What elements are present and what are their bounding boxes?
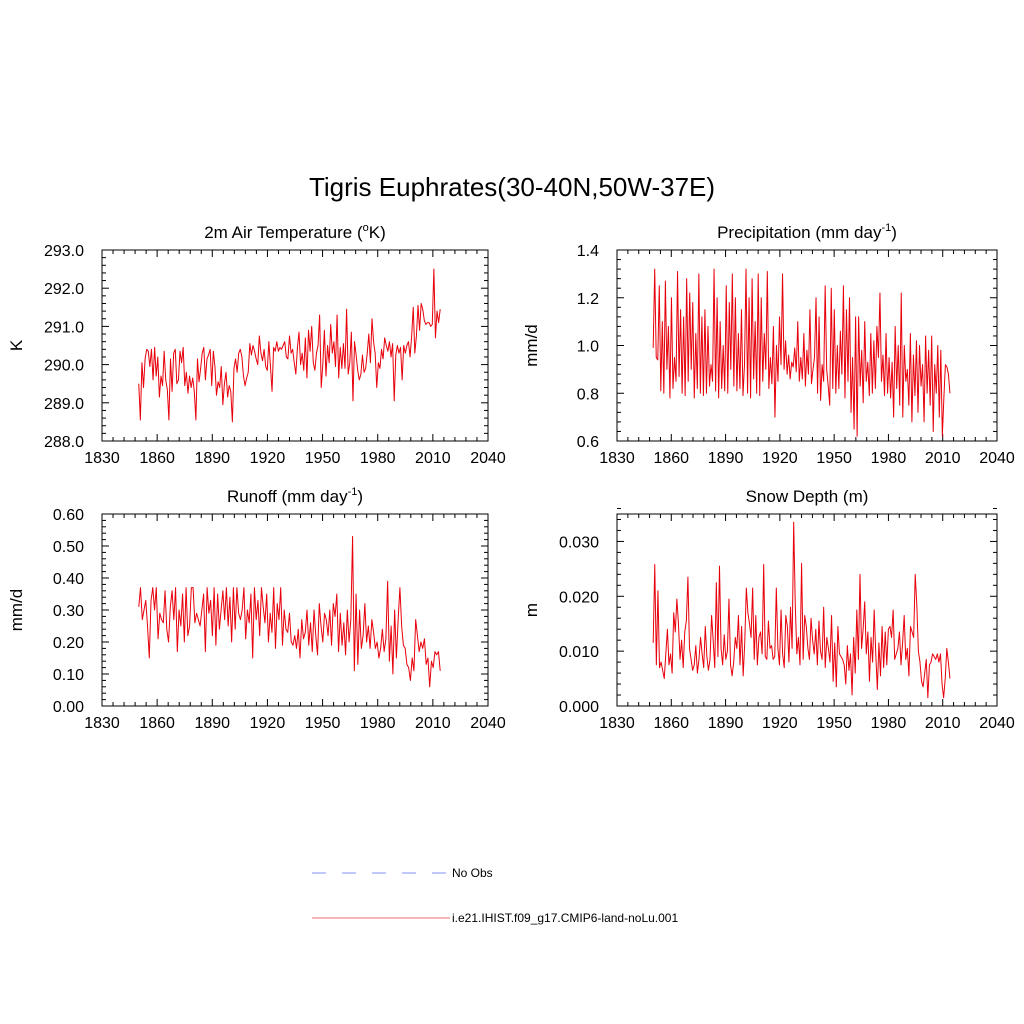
y-tick-label: 0.40 bbox=[53, 571, 84, 588]
y-tick-label: 0.50 bbox=[53, 539, 84, 556]
y-tick-label: 1.0 bbox=[577, 339, 599, 356]
y-tick-label: 288.0 bbox=[44, 434, 84, 451]
panel-precipitation: Precipitation (mm day-1) mm/d 1830 1860 1890… bbox=[522, 222, 1015, 467]
panel-title-text-end: ) bbox=[891, 223, 897, 242]
x-tick-label: 1890 bbox=[194, 450, 230, 467]
panel-title-superscript: -1 bbox=[881, 222, 891, 234]
x-tick-label: 1950 bbox=[816, 450, 852, 467]
y-tick-label: 0.8 bbox=[577, 386, 599, 403]
x-tick-label: 1920 bbox=[762, 715, 798, 732]
x-tick-label: 2010 bbox=[925, 715, 961, 732]
y-tick-label: 0.00 bbox=[53, 699, 84, 716]
y-axis-label-precipitation: mm/d bbox=[522, 324, 541, 367]
x-tick-label: 2040 bbox=[470, 715, 506, 732]
y-tick-label: 0.30 bbox=[53, 603, 84, 620]
x-tick-label: 1860 bbox=[139, 715, 175, 732]
x-tick-label: 1860 bbox=[139, 450, 175, 467]
x-tick-label: 1890 bbox=[708, 450, 744, 467]
x-tick-label: 1860 bbox=[653, 715, 689, 732]
y-tick-label: 290.0 bbox=[44, 358, 84, 375]
legend-label-no-obs: No Obs bbox=[452, 866, 493, 880]
panel-runoff: Runoff (mm day-1) mm/d 1830 1860 1890 1920 195… bbox=[7, 486, 506, 732]
figure-title: Tigris Euphrates(30-40N,50W-37E) bbox=[309, 172, 715, 202]
x-tick-label: 1890 bbox=[708, 715, 744, 732]
x-tick-label: 2040 bbox=[470, 450, 506, 467]
y-tick-label: 293.0 bbox=[44, 243, 84, 260]
y-tick-label: 292.0 bbox=[44, 281, 84, 298]
y-axis-label-air-temperature: K bbox=[7, 339, 26, 351]
x-tick-label: 1920 bbox=[250, 450, 286, 467]
series-line-snow-depth bbox=[652, 521, 951, 699]
x-tick-label: 1950 bbox=[816, 715, 852, 732]
plot-frame-air-temperature bbox=[101, 249, 489, 442]
panel-title-text: Snow Depth (m) bbox=[746, 487, 869, 506]
y-tick-label: 0.10 bbox=[53, 667, 84, 684]
x-tick-label: 1920 bbox=[762, 450, 798, 467]
panel-title-text: Precipitation (mm day bbox=[717, 223, 882, 242]
panel-title-text-end: K) bbox=[369, 223, 386, 242]
y-tick-label: 291.0 bbox=[44, 319, 84, 336]
x-tick-label: 1980 bbox=[871, 450, 907, 467]
x-tick-label: 2010 bbox=[925, 450, 961, 467]
y-tick-label: 0.030 bbox=[559, 534, 599, 551]
x-tick-label: 1920 bbox=[250, 715, 286, 732]
panel-air-temperature: 2m Air Temperature (oK) K 1830 1860 1890 1920… bbox=[7, 222, 506, 467]
x-tick-label: 1950 bbox=[305, 450, 341, 467]
x-tick-label: 1890 bbox=[194, 715, 230, 732]
panel-title-text: 2m Air Temperature ( bbox=[204, 223, 363, 242]
x-tick-label: 1980 bbox=[360, 715, 396, 732]
y-tick-label: 0.010 bbox=[559, 644, 599, 661]
legend: No Obs i.e21.IHIST.f09_g17.CMIP6-land-no… bbox=[312, 866, 678, 925]
y-tick-label: 289.0 bbox=[44, 396, 84, 413]
x-tick-label: 2010 bbox=[415, 715, 451, 732]
x-tick-label: 1830 bbox=[84, 450, 120, 467]
panel-title-snow-depth: Snow Depth (m) bbox=[746, 487, 869, 506]
y-tick-label: 1.2 bbox=[577, 291, 599, 308]
y-axis-label-runoff: mm/d bbox=[7, 589, 26, 632]
x-tick-label: 1980 bbox=[871, 715, 907, 732]
panel-title-air-temperature: 2m Air Temperature (oK) bbox=[204, 222, 386, 242]
y-axis-label-snow-depth: m bbox=[522, 603, 541, 617]
x-tick-label: 1860 bbox=[653, 450, 689, 467]
x-tick-label: 1830 bbox=[599, 715, 635, 732]
y-tick-label: 0.020 bbox=[559, 589, 599, 606]
panel-title-superscript: o bbox=[363, 222, 369, 234]
panel-title-text-end: ) bbox=[357, 487, 363, 506]
y-tick-label: 0.20 bbox=[53, 635, 84, 652]
y-tick-label: 0.60 bbox=[53, 507, 84, 524]
panel-title-precipitation: Precipitation (mm day-1) bbox=[717, 222, 897, 242]
series-line-runoff bbox=[138, 535, 441, 688]
panel-snow-depth: Snow Depth (m) m 1830 1860 1890 1920 1950 1980 2… bbox=[522, 487, 1015, 732]
x-tick-label: 2040 bbox=[979, 450, 1015, 467]
x-tick-label: 1950 bbox=[305, 715, 341, 732]
y-tick-label: 0.000 bbox=[559, 699, 599, 716]
x-tick-label: 1830 bbox=[84, 715, 120, 732]
series-line-air-temperature bbox=[138, 268, 441, 423]
x-tick-label: 2010 bbox=[415, 450, 451, 467]
panel-title-superscript: -1 bbox=[348, 486, 358, 498]
legend-label-model: i.e21.IHIST.f09_g17.CMIP6-land-noLu.001 bbox=[452, 911, 678, 925]
panel-title-runoff: Runoff (mm day-1) bbox=[227, 486, 363, 506]
x-tick-label: 1980 bbox=[360, 450, 396, 467]
series-line-precipitation bbox=[652, 268, 951, 437]
x-tick-label: 1830 bbox=[599, 450, 635, 467]
x-tick-label: 2040 bbox=[979, 715, 1015, 732]
plot-frame-snow-depth bbox=[616, 513, 998, 707]
y-tick-label: 1.4 bbox=[577, 243, 599, 260]
y-tick-label: 0.6 bbox=[577, 434, 599, 451]
panel-title-text: Runoff (mm day bbox=[227, 487, 348, 506]
